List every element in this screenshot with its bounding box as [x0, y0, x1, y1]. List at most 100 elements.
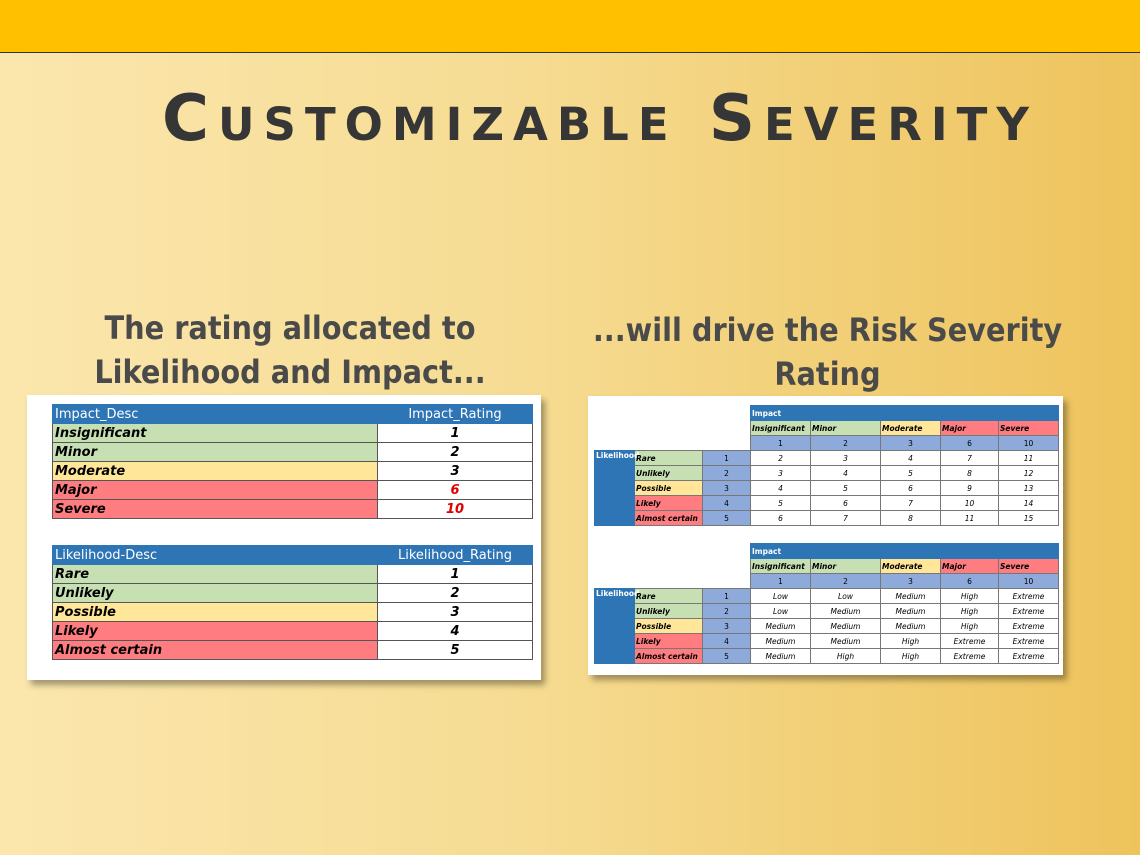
matrix-cell: Extreme [997, 633, 1060, 649]
matrix-cell: Medium [750, 633, 811, 649]
matrix-cell: 12 [997, 465, 1060, 481]
likelihood-name: Rare [634, 588, 703, 604]
impact-rating: 3 [880, 573, 941, 589]
likelihood-label: Likelihood [594, 450, 639, 526]
matrix-cell: Low [810, 588, 881, 604]
impact-rating: 3 [880, 435, 941, 451]
blank-cell [635, 421, 703, 436]
rating-cell: 1 [377, 564, 533, 584]
impact-name: Moderate [880, 420, 941, 436]
matrix-row: Likely 4 Medium Medium High Extreme Extreme [595, 633, 1060, 649]
matrix-row: Likely 4 5 6 7 10 14 [595, 495, 1060, 511]
table-row: Possible 3 [52, 602, 533, 622]
rating-panel: Impact_Desc Impact_Rating Insignificant 1 Mi… [27, 395, 541, 680]
impact-name: Minor [810, 558, 881, 574]
matrix-cell: 2 [750, 450, 811, 466]
matrix-cell: 11 [997, 450, 1060, 466]
blank-cell [595, 436, 635, 451]
likelihood-rating: 2 [702, 465, 751, 481]
table-row: Severe 10 [52, 499, 533, 519]
blank-cell [595, 559, 635, 574]
matrix-cell: Medium [810, 633, 881, 649]
matrix-row: Likelihood Rare 1 Low Low Medium High Extreme [594, 588, 1060, 664]
likelihood-name: Likely [634, 633, 703, 649]
matrix-cell: 3 [750, 465, 811, 481]
rating-table: Impact_Desc Impact_Rating Insignificant 1 Mi… [52, 404, 533, 519]
matrix-cell: 6 [810, 495, 881, 511]
matrix-table: Impact Insignificant Minor Moderate Major Sev… [594, 543, 1060, 664]
matrix-cell: High [810, 648, 881, 664]
matrix-cell: 7 [880, 495, 941, 511]
matrix-cell: 7 [940, 450, 999, 466]
matrix-cell: High [940, 588, 999, 604]
rating-cell: 10 [377, 499, 533, 519]
impact-label: Impact [749, 405, 1060, 421]
matrix-cell: 5 [810, 480, 881, 496]
slide-title: Customizable Severity [162, 82, 1038, 156]
blank-cell [595, 574, 635, 589]
rating-cell: 5 [377, 640, 533, 660]
matrix-cell: 7 [810, 510, 881, 526]
matrix-cell: 3 [810, 450, 881, 466]
matrix-row: Likelihood Rare 1 2 3 4 7 11 [594, 450, 1060, 526]
table-row: Almost certain 5 [52, 640, 533, 660]
matrix-cell: 4 [750, 480, 811, 496]
likelihood-rating: 2 [702, 603, 751, 619]
impact-name: Severe [997, 558, 1060, 574]
matrix-cell: Medium [750, 648, 811, 664]
rating-cell: 3 [377, 602, 533, 622]
matrix-cell: 6 [880, 480, 941, 496]
table-row: Unlikely 2 [52, 583, 533, 603]
matrix-cell: Low [750, 588, 811, 604]
likelihood-rating: 4 [702, 633, 751, 649]
impact-ratings-row: 1 2 3 6 10 [595, 435, 1060, 451]
name-cell: Almost certain [52, 640, 378, 660]
impact-name: Major [940, 558, 999, 574]
impact-row: Impact [595, 543, 1060, 559]
likelihood-rating: 5 [702, 510, 751, 526]
likelihood-name: Unlikely [634, 603, 703, 619]
blank-cell [703, 421, 751, 436]
rating-cell: 1 [377, 423, 533, 443]
matrix-cell: 11 [940, 510, 999, 526]
table-row: Insignificant 1 [52, 423, 533, 443]
likelihood-rating: 3 [702, 480, 751, 496]
matrix-cell: High [940, 603, 999, 619]
likelihood-name: Possible [634, 480, 703, 496]
impact-ratings-row: 1 2 3 6 10 [595, 573, 1060, 589]
matrix-cell: 4 [810, 465, 881, 481]
table-row: Rare 1 [52, 564, 533, 584]
table-row: Major 6 [52, 480, 533, 500]
matrix-cell: Extreme [940, 648, 999, 664]
impact-name: Insignificant [750, 558, 811, 574]
impact-rating: 1 [750, 435, 811, 451]
impact-rating: 2 [810, 435, 881, 451]
impact-name: Minor [810, 420, 881, 436]
matrix-cell: 14 [997, 495, 1060, 511]
name-cell: Rare [52, 564, 378, 584]
blank-cell [703, 436, 751, 451]
likelihood-label: Likelihood [594, 588, 639, 664]
impact-row: Impact [595, 405, 1060, 421]
likelihood-name: Likely [634, 495, 703, 511]
likelihood-name: Possible [634, 618, 703, 634]
rating-cell: 3 [377, 461, 533, 481]
blank-cell [635, 406, 703, 421]
rating-cell: 2 [377, 442, 533, 462]
matrix-cell: 4 [880, 450, 941, 466]
name-cell: Unlikely [52, 583, 378, 603]
blank-cell [635, 436, 703, 451]
impact-rating: 10 [997, 573, 1060, 589]
matrix-table: Impact Insignificant Minor Moderate Major Sev… [594, 405, 1060, 526]
rating-cell: 2 [377, 583, 533, 603]
table-row: Likely 4 [52, 621, 533, 641]
impact-names-row: Insignificant Minor Moderate Major Severe [595, 558, 1060, 574]
matrix-row: Unlikely 2 Low Medium Medium High Extreme [595, 603, 1060, 619]
matrix-cell: Extreme [940, 633, 999, 649]
likelihood-name: Rare [634, 450, 703, 466]
matrix-cell: 8 [880, 510, 941, 526]
matrix-cell: 9 [940, 480, 999, 496]
impact-rating: 2 [810, 573, 881, 589]
impact-label: Impact [749, 543, 1060, 559]
